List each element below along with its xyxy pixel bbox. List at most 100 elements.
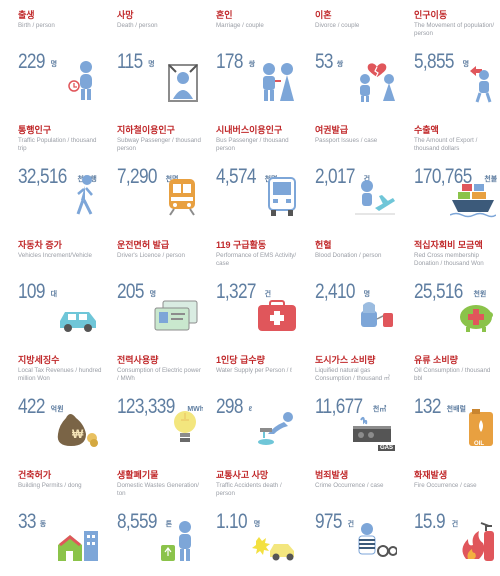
stat-card: 시내버스이용인구 Bus Passenger / thousand person 4… [206, 119, 302, 231]
stat-unit: 명 [148, 61, 155, 68]
stat-subtitle: Birth / person [18, 22, 55, 29]
stat-card: 건축허가 Building Permits / dong 33 동 [8, 464, 104, 576]
stat-value-group: 109 대 [18, 280, 57, 304]
stat-title: 건축허가 [18, 470, 52, 480]
fire-extinguisher-icon [456, 519, 496, 568]
stat-title: 도시가스 소비량 [315, 355, 376, 365]
stat-value-group: 115 명 [117, 50, 155, 74]
oil-can-icon: OIL [466, 408, 496, 453]
stat-unit: 쌍 [248, 61, 256, 68]
stat-card: 출생 Birth / person 229 명 [8, 4, 104, 116]
stat-value: 298 [216, 395, 243, 418]
houses-icon [56, 525, 100, 568]
stat-value: 25,516 [414, 280, 463, 303]
stat-subtitle: Death / person [117, 22, 158, 29]
stat-subtitle: Fire Occurrence / case [414, 482, 477, 489]
light-bulb-icon [171, 408, 199, 453]
car-icon [56, 303, 100, 338]
stat-value: 2,410 [315, 280, 355, 303]
stat-subtitle: Bus Passenger / thousand person [216, 137, 289, 152]
stat-value-group: 170,765 천불 [414, 165, 497, 189]
stat-value: 7,290 [117, 165, 157, 188]
stat-title: 사망 [117, 10, 134, 20]
stat-title: 지방세징수 [18, 355, 60, 365]
stat-value: 15.9 [414, 510, 446, 533]
stat-value: 170,765 [414, 165, 472, 188]
stat-value: 1.10 [216, 510, 248, 533]
stat-title: 헌혈 [315, 240, 332, 250]
stat-card: 적십자회비 모금액 Red Cross membership Donation /… [404, 234, 500, 346]
stat-unit: 건 [451, 521, 459, 528]
stat-unit: 동 [39, 521, 47, 528]
stat-value: 1,327 [216, 280, 256, 303]
stat-value-group: 5,855 명 [414, 50, 469, 74]
stat-unit: ℓ [248, 406, 253, 413]
stat-title: 이혼 [315, 10, 332, 20]
stat-value: 5,855 [414, 50, 454, 73]
stat-title: 혼인 [216, 10, 233, 20]
stat-subtitle: Traffic Population / thousand trip [18, 137, 97, 152]
stat-value-group: 25,516 천원 [414, 280, 486, 304]
stat-card: 전력사용량 Consumption of Electric power / MWh… [107, 349, 203, 461]
stat-value-group: 11,677 천㎥ [315, 395, 386, 419]
stat-value: 115 [117, 50, 143, 73]
stat-value-group: 132 천배럴 [414, 395, 466, 419]
stat-unit: 천㎥ [372, 406, 387, 413]
stat-value: 33 [18, 510, 36, 533]
stat-subtitle: Blood Donation / person [315, 252, 382, 259]
stat-unit: 명 [462, 61, 470, 68]
stat-card: 혼인 Marriage / couple 178 쌍 [206, 4, 302, 116]
stat-value-group: 422 억원 [18, 395, 64, 419]
stat-value-group: 2,017 건 [315, 165, 370, 189]
broken-heart-couple-icon [357, 57, 397, 108]
recycling-person-icon [159, 519, 199, 568]
stat-unit: 명 [50, 61, 58, 68]
stat-title: 화재발생 [414, 470, 448, 480]
stat-value: 2,017 [315, 165, 355, 188]
stat-unit: 건 [347, 521, 355, 528]
stat-value: 11,677 [315, 395, 363, 418]
stat-subtitle: Local Tax Revenues / hundred million Won [18, 367, 102, 382]
stat-subtitle: Red Cross membership Donation / thousand… [414, 252, 484, 267]
stat-subtitle: The Movement of population/ person [414, 22, 495, 37]
stat-unit: MWh [187, 406, 203, 413]
married-couple-icon [258, 61, 298, 108]
stat-subtitle: Passport Issues / case [315, 137, 378, 144]
stat-title: 범죄발생 [315, 470, 349, 480]
stat-value-group: 975 건 [315, 510, 354, 534]
stat-value-group: 15.9 건 [414, 510, 458, 534]
stat-unit: 천불 [484, 176, 498, 183]
stat-card: 범죄발생 Crime Occurrence / case 975 건 [305, 464, 401, 576]
stat-title: 119 구급활동 [216, 240, 267, 250]
stat-subtitle: Driver's Licence / person [117, 252, 185, 259]
stat-subtitle: Marriage / couple [216, 22, 264, 29]
stat-unit: 명 [149, 291, 157, 298]
stat-card: 교통사고 사망 Traffic Accidents death / person 1… [206, 464, 302, 576]
stat-unit: 억원 [50, 406, 64, 413]
stat-subtitle: The Amount of Export / thousand dollars [414, 137, 478, 152]
stat-card: 이혼 Divorce / couple 53 쌍 [305, 4, 401, 116]
stat-card: 지방세징수 Local Tax Revenues / hundred millio… [8, 349, 104, 461]
stat-card: 통행인구 Traffic Population / thousand trip 32… [8, 119, 104, 231]
stat-value: 53 [315, 50, 333, 73]
bus-icon [266, 176, 298, 223]
cargo-ship-icon [449, 178, 497, 223]
stat-value: 178 [216, 50, 243, 73]
water-faucet-icon [254, 408, 298, 453]
stat-unit: 건 [363, 176, 371, 183]
stat-value: 32,516 [18, 165, 67, 188]
stat-subtitle: Oil Consumption / thousand bbl [414, 367, 491, 382]
stat-subtitle: Liquified natural gas Consumption / thou… [315, 367, 390, 382]
moving-person-icon [466, 59, 496, 108]
red-cross-piggy-icon [456, 297, 496, 338]
stat-card: 운전면허 발급 Driver's Licence / person 205 명 [107, 234, 203, 346]
stat-card: 여권발급 Passport Issues / case 2,017 건 [305, 119, 401, 231]
stat-title: 전력사용량 [117, 355, 159, 365]
stat-value: 132 [414, 395, 441, 418]
stat-value-group: 205 명 [117, 280, 156, 304]
stat-subtitle: Crime Occurrence / case [315, 482, 384, 489]
stat-value: 975 [315, 510, 342, 533]
stat-value: 229 [18, 50, 45, 73]
stat-unit: 대 [50, 291, 58, 298]
